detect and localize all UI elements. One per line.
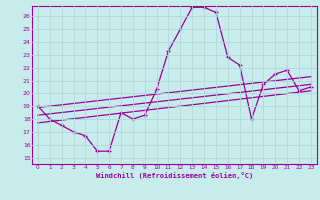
X-axis label: Windchill (Refroidissement éolien,°C): Windchill (Refroidissement éolien,°C) <box>96 172 253 179</box>
